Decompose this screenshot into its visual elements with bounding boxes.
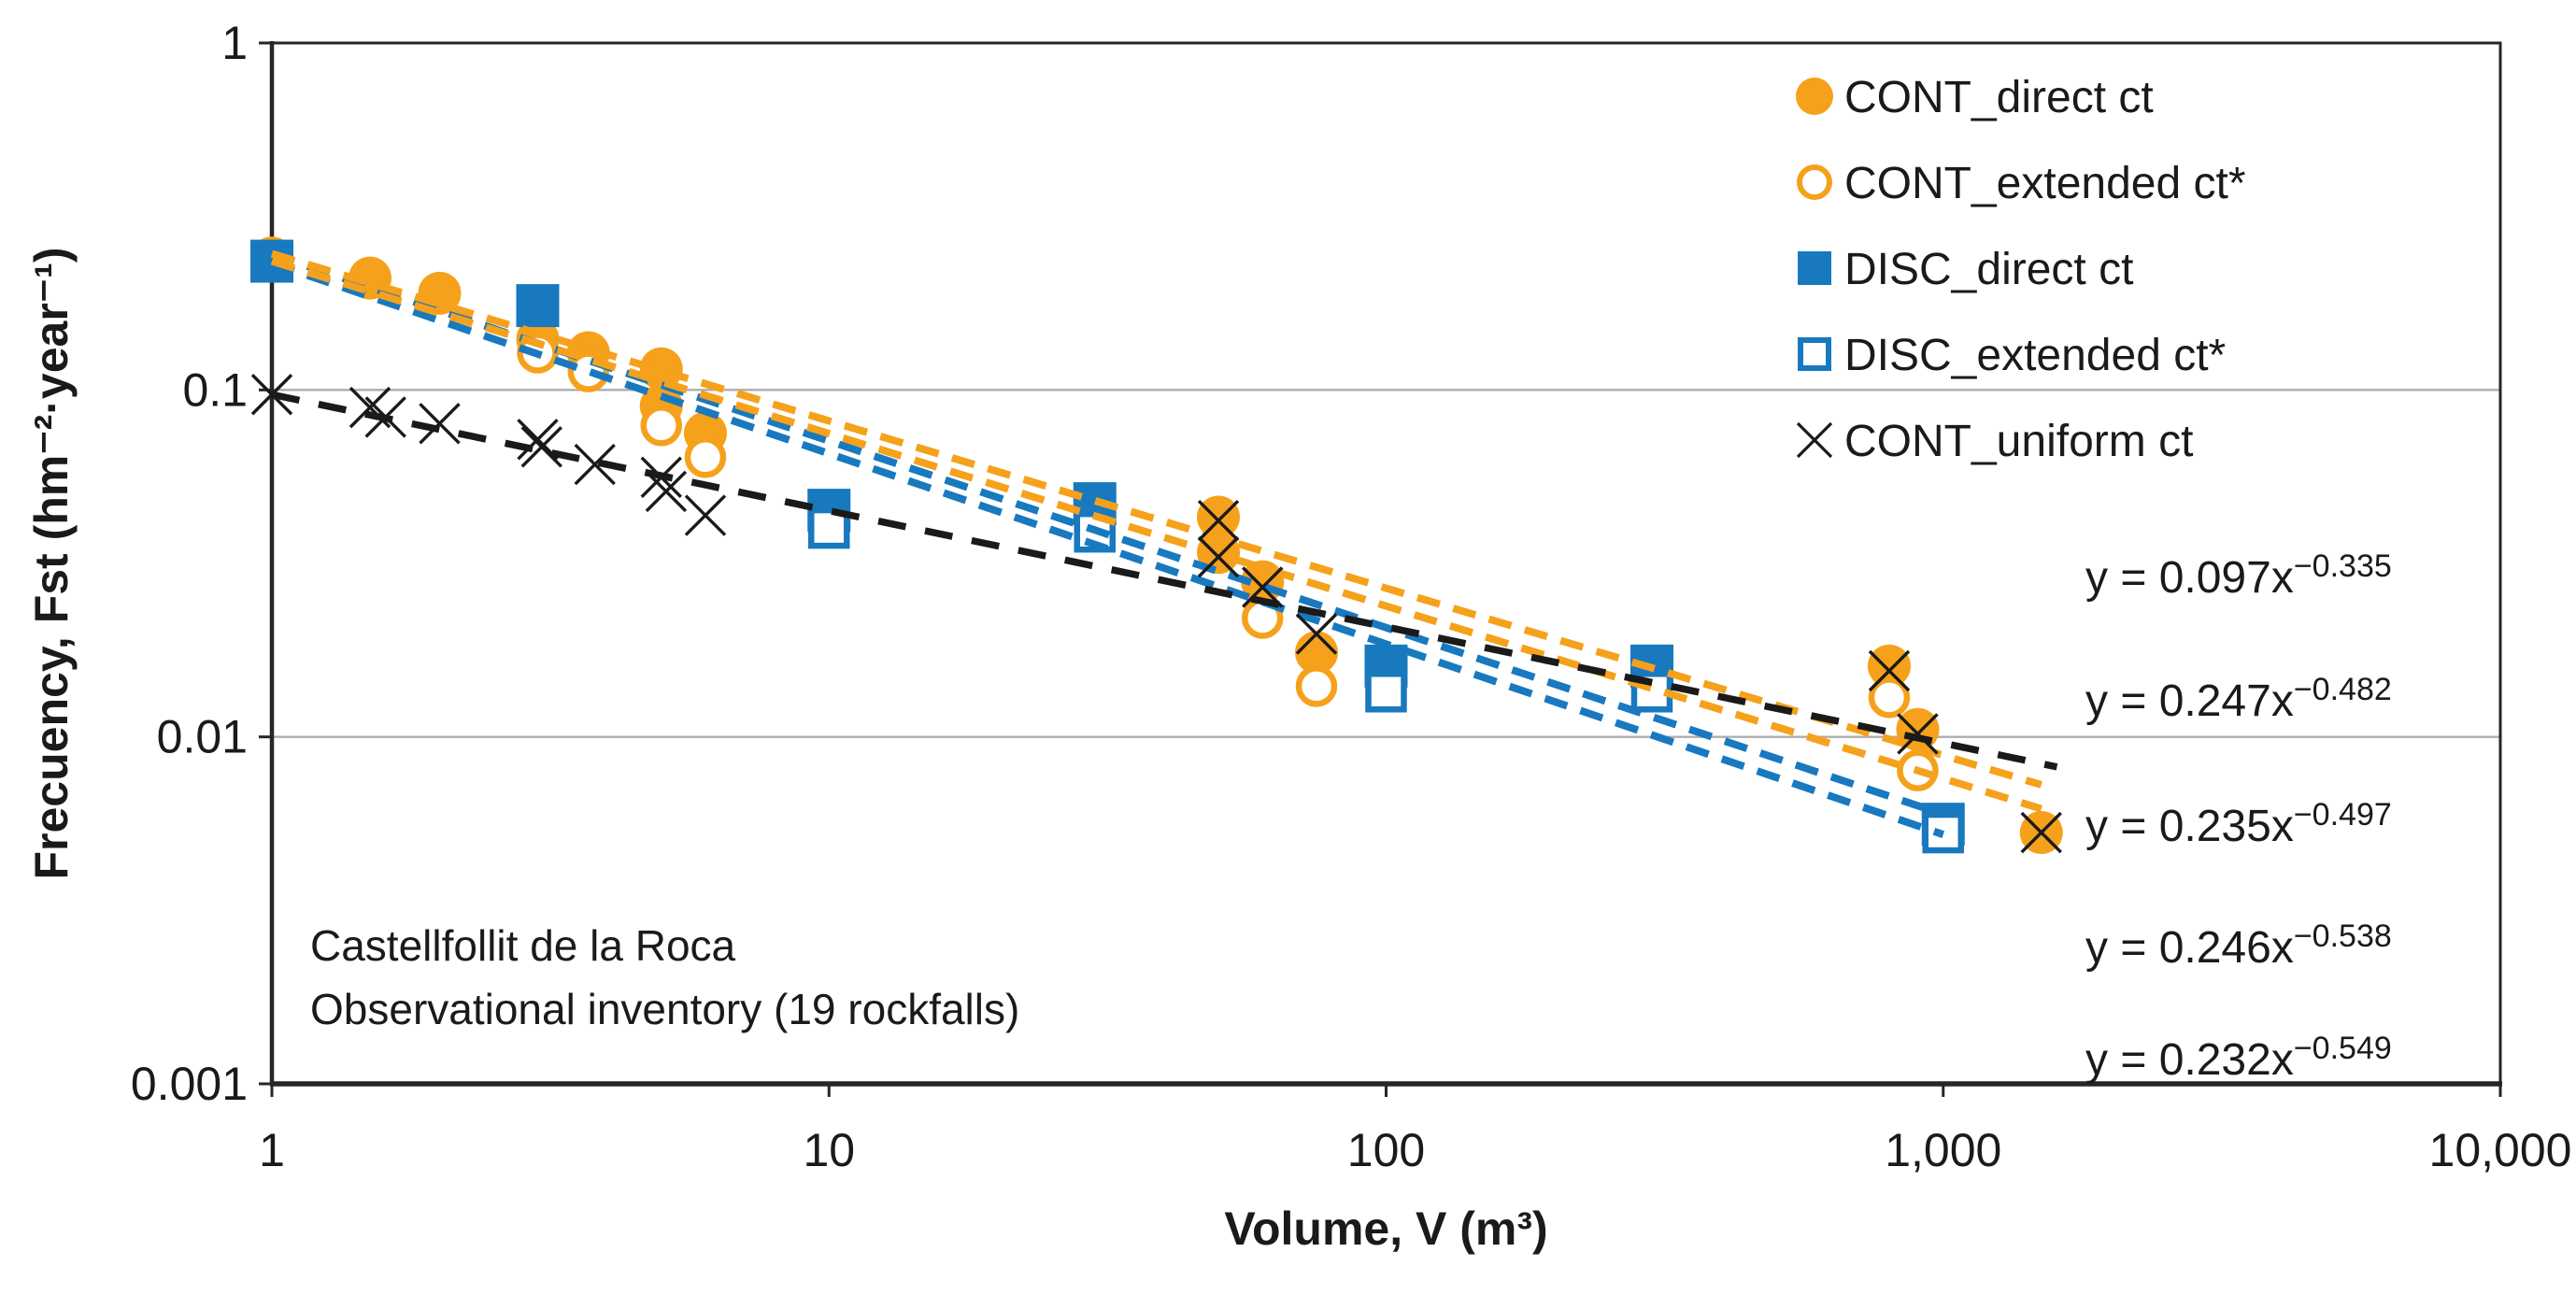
legend-item-cont-extended-ct: CONT_extended ct* <box>1797 159 2246 208</box>
marker-cont-uniform-ct <box>1197 500 1240 542</box>
legend-item-disc-extended-ct: DISC_extended ct* <box>1798 331 2226 380</box>
annotation-line-2: Observational inventory (19 rockfalls) <box>310 985 1019 1033</box>
marker-cont-uniform-ct <box>520 426 562 468</box>
y-tick-label: 0.01 <box>157 711 248 763</box>
legend-item-label: DISC_direct ct <box>1844 245 2133 294</box>
trendline-y-0-246x-0-538 <box>270 250 1945 818</box>
marker-cont-direct-ct <box>1867 644 1911 688</box>
x-tick-label: 10,000 <box>2429 1124 2572 1176</box>
marker-disc-direct-ct <box>516 284 560 328</box>
equation-label-3: y = 0.235x−0.497 <box>2085 797 2392 851</box>
trendline-y-0-232x-0-549 <box>270 259 1945 838</box>
marker-cont-direct-ct <box>1197 495 1241 539</box>
marker-cont-uniform-ct <box>640 456 682 499</box>
legend-item-label: CONT_direct ct <box>1844 73 2154 122</box>
trendline-y-0-235x-0-497 <box>270 257 2042 813</box>
legend-item-disc-direct-ct: DISC_direct ct <box>1798 245 2133 294</box>
x-tick-label: 100 <box>1347 1124 1425 1176</box>
marker-cont-uniform-ct <box>517 419 559 461</box>
marker-cont-uniform-ct <box>574 443 616 486</box>
cont-extended-ct-legend-icon <box>1797 164 1832 200</box>
marker-cont-uniform-ct <box>364 396 406 438</box>
y-tick-label: 1 <box>221 17 248 69</box>
marker-cont-direct-ct <box>1295 631 1339 675</box>
legend-item-label: CONT_extended ct* <box>1844 159 2246 208</box>
marker-cont-extended-ct <box>640 405 683 447</box>
trendline-y-0-247x-0-482 <box>270 249 2042 789</box>
marker-cont-uniform-ct <box>1868 649 1911 692</box>
disc-extended-ct-legend-icon <box>1798 337 1831 371</box>
y-tick-label: 0.001 <box>131 1058 248 1110</box>
x-axis-title: Volume, V (m³) <box>1224 1202 1547 1255</box>
trendline-y-0-097x-0-335 <box>271 391 2058 771</box>
marker-cont-uniform-ct <box>684 494 727 536</box>
y-tick-label: 0.1 <box>182 363 248 416</box>
x-tick-label: 1,000 <box>1885 1124 2001 1176</box>
cont-direct-ct-legend-icon <box>1796 78 1833 115</box>
legend-item-label: CONT_uniform ct <box>1844 417 2193 466</box>
disc-direct-ct-legend-icon <box>1798 251 1831 285</box>
legend-item-label: DISC_extended ct* <box>1844 331 2226 380</box>
marker-disc-extended-ct <box>808 506 850 549</box>
y-axis-title: Frecuency, Fst (hm⁻²·year⁻¹) <box>25 247 78 879</box>
marker-cont-uniform-ct <box>419 403 461 445</box>
marker-cont-extended-ct <box>1295 665 1338 707</box>
marker-cont-uniform-ct <box>1897 713 1939 755</box>
annotation-line-1: Castellfollit de la Roca <box>310 921 736 970</box>
marker-cont-extended-ct <box>1868 676 1911 719</box>
legend-item-cont-uniform-ct: CONT_uniform ct <box>1796 417 2193 466</box>
marker-cont-uniform-ct <box>645 470 688 513</box>
marker-cont-uniform-ct <box>2020 811 2062 854</box>
x-tick-label: 1 <box>259 1124 285 1176</box>
marker-cont-uniform-ct <box>1197 535 1240 578</box>
cont-uniform-ct-legend-icon <box>1796 421 1833 459</box>
x-tick-label: 10 <box>803 1124 855 1176</box>
marker-cont-uniform-ct <box>1242 566 1284 608</box>
legend-item-cont-direct-ct: CONT_direct ct <box>1796 73 2154 122</box>
marker-disc-extended-ct <box>1365 671 1407 713</box>
marker-cont-extended-ct <box>684 436 727 478</box>
marker-cont-uniform-ct <box>250 374 293 416</box>
marker-cont-uniform-ct <box>1295 613 1338 655</box>
